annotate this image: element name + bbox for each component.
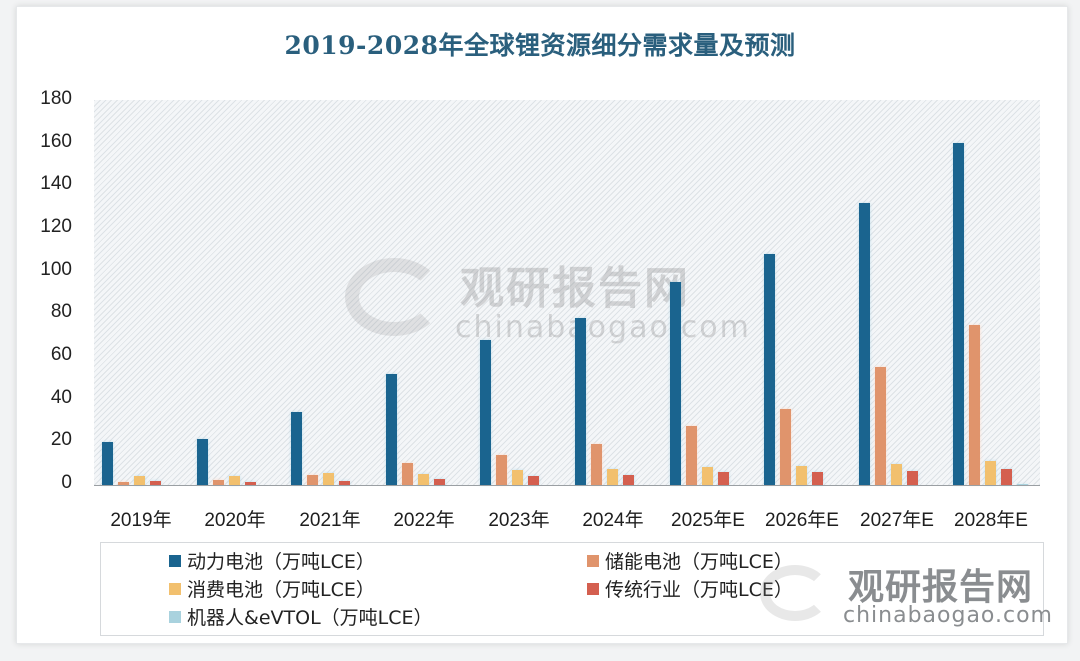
bar-2-4 xyxy=(512,470,524,485)
x-tick: 2022年 xyxy=(393,510,455,531)
x-tick: 2019年 xyxy=(110,510,172,531)
bar-1-0 xyxy=(118,481,129,485)
bar-3-1 xyxy=(244,481,256,485)
bar-0-2 xyxy=(291,412,303,485)
x-tick: 2028年E xyxy=(954,510,1028,531)
bar-0-3 xyxy=(385,373,397,485)
bar-1-9 xyxy=(969,324,981,485)
bar-2-6 xyxy=(701,466,713,485)
x-tick: 2026年E xyxy=(765,510,839,531)
x-tick: 2024年 xyxy=(582,510,644,531)
legend-swatch-icon xyxy=(587,554,599,567)
y-tick: 140 xyxy=(40,173,72,194)
y-tick: 40 xyxy=(50,387,72,408)
y-tick: 80 xyxy=(50,301,72,322)
y-tick: 160 xyxy=(40,131,72,152)
bar-3-5 xyxy=(623,474,634,485)
chart-title: 2019-2028年全球锂资源细分需求量及预测 xyxy=(284,31,796,60)
bar-3-9 xyxy=(1001,468,1013,485)
bar-2-5 xyxy=(607,468,618,485)
legend-label: 储能电池（万吨LCE） xyxy=(605,551,793,573)
bar-1-2 xyxy=(307,475,319,485)
bar-1-8 xyxy=(874,367,886,485)
legend-item-storage-battery[interactable]: 储能电池（万吨LCE） xyxy=(587,547,793,574)
legend-item-robot-evtol[interactable]: 机器人&eVTOL（万吨LCE） xyxy=(169,603,433,630)
legend-label: 消费电池（万吨LCE） xyxy=(187,579,375,601)
bar-1-5 xyxy=(591,444,602,485)
legend-swatch-icon xyxy=(169,610,181,623)
legend-item-traditional-industry[interactable]: 传统行业（万吨LCE） xyxy=(587,575,793,602)
y-tick: 20 xyxy=(50,429,72,450)
legend-item-consumer-battery[interactable]: 消费电池（万吨LCE） xyxy=(169,575,375,602)
bar-3-8 xyxy=(906,471,918,485)
bar-2-3 xyxy=(417,474,429,485)
x-tick: 2020年 xyxy=(204,510,266,531)
bar-3-6 xyxy=(717,472,729,485)
x-axis-line xyxy=(94,485,1040,486)
bar-1-7 xyxy=(780,409,792,485)
y-tick: 60 xyxy=(50,344,72,365)
bar-0-7 xyxy=(764,254,776,485)
bar-1-6 xyxy=(685,426,697,485)
bar-0-9 xyxy=(953,142,965,485)
watermark-logo-icon-2 xyxy=(760,565,830,621)
y-tick: 100 xyxy=(40,259,72,280)
legend-swatch-icon xyxy=(587,582,599,595)
bar-0-8 xyxy=(858,202,870,485)
watermark-brand-2: 观研报告网 xyxy=(848,567,1034,608)
bar-2-7 xyxy=(796,465,808,485)
legend-swatch-icon xyxy=(169,554,181,567)
watermark-logo-icon xyxy=(345,258,443,336)
bar-2-2 xyxy=(323,473,335,485)
bar-3-2 xyxy=(339,481,351,485)
bar-0-1 xyxy=(196,439,208,485)
bar-3-7 xyxy=(812,472,824,485)
legend-label: 机器人&eVTOL（万吨LCE） xyxy=(187,607,433,629)
bar-2-9 xyxy=(985,461,997,485)
bar-3-3 xyxy=(433,479,445,485)
x-tick: 2023年 xyxy=(488,510,550,531)
plot-area xyxy=(94,100,1040,485)
bar-4-9 xyxy=(1017,484,1029,485)
x-tick: 2021年 xyxy=(299,510,361,531)
y-tick: 0 xyxy=(61,472,72,493)
bar-1-4 xyxy=(496,455,508,485)
bar-1-3 xyxy=(401,462,413,485)
watermark-url-2: chinabaogao.com xyxy=(843,603,1053,628)
x-tick: 2025年E xyxy=(671,510,745,531)
bar-0-6 xyxy=(669,281,681,485)
bar-2-1 xyxy=(228,476,240,485)
legend-swatch-icon xyxy=(169,582,181,595)
chart-legend: 动力电池（万吨LCE） 储能电池（万吨LCE） 消费电池（万吨LCE） 传统行业… xyxy=(100,542,1044,636)
legend-item-power-battery[interactable]: 动力电池（万吨LCE） xyxy=(169,547,375,574)
bar-0-5 xyxy=(575,318,586,485)
bar-1-1 xyxy=(212,479,224,485)
x-tick: 2027年E xyxy=(860,510,934,531)
bar-3-4 xyxy=(528,476,540,485)
bar-2-0 xyxy=(134,476,145,485)
bar-2-8 xyxy=(890,463,902,485)
bar-0-0 xyxy=(102,442,113,485)
legend-label: 传统行业（万吨LCE） xyxy=(605,579,793,601)
y-tick: 120 xyxy=(40,216,72,237)
legend-label: 动力电池（万吨LCE） xyxy=(187,551,375,573)
y-tick: 180 xyxy=(40,88,72,109)
bar-0-4 xyxy=(480,339,492,485)
bar-3-0 xyxy=(150,480,161,485)
